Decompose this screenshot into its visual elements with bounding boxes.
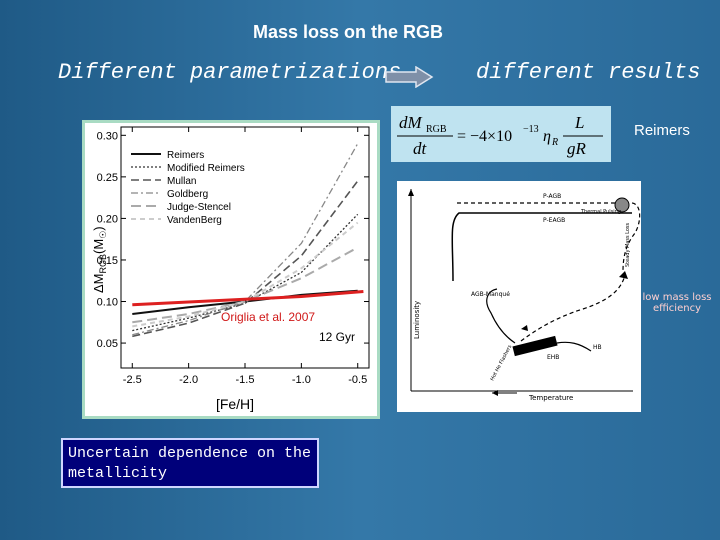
formula-lhs-subscript: RGB <box>426 124 447 135</box>
formula-eta: η <box>543 128 551 145</box>
legend-entry: Goldberg <box>167 189 208 200</box>
reimers-label: Reimers <box>634 122 690 139</box>
reimers-formula: dM RGB dt = −4×10 −13 η R L gR <box>391 106 611 162</box>
x-tick-label: -1.5 <box>236 374 255 386</box>
label-p-agb: P-AGB <box>543 193 561 200</box>
p-eagb-track <box>451 212 632 282</box>
formula-lhs-numerator: dM <box>399 113 423 132</box>
series-line-modified-reimers <box>132 213 359 332</box>
formula-exponent: −13 <box>523 124 539 135</box>
legend-entry: Mullan <box>167 176 196 187</box>
label-steady-mass-loss: Steady Mass Loss <box>625 222 631 267</box>
series-line-judge-stencel <box>132 246 359 324</box>
label-thermal-pulsing: Thermal Pulsing <box>580 209 621 215</box>
mass-loss-plot: 0.30 0.25 0.20 0.15 0.10 0.05 -2.5 -2.0 -1.5 -1.0… <box>82 120 380 419</box>
legend-entry: Judge-Stencel <box>167 202 231 213</box>
y-axis-label: ΔMRGB(M☉) <box>91 226 108 293</box>
plot-legend: Reimers Modified Reimers Mullan Goldberg Jud… <box>131 150 245 226</box>
x-tick-label: -2.5 <box>123 374 142 386</box>
origlia-citation: Origlia et al. 2007 <box>221 310 315 324</box>
metallicity-note: Uncertain dependence on the metallicity <box>61 438 319 488</box>
label-hot-he-flashers: Hot He Flashers <box>489 344 513 382</box>
formula-rhs-numerator: L <box>574 113 584 132</box>
formula-eta-subscript: R <box>551 137 558 148</box>
x-tick-label: -2.0 <box>179 374 198 386</box>
x-tick-label: -1.0 <box>292 374 311 386</box>
y-tick-label: 0.30 <box>97 130 118 142</box>
age-label: 12 Gyr <box>319 330 355 344</box>
intermediate-mass-loss-label: intermediate mass loss efficiency <box>550 267 616 300</box>
y-tick-label: 0.05 <box>97 338 118 350</box>
formula-lhs-denominator: dt <box>413 139 428 158</box>
x-axis-label: [Fe/H] <box>216 396 254 412</box>
legend-entry: Modified Reimers <box>167 163 245 174</box>
hr-diagram: Luminosity Temperature P-AGB P-EAGB Ther… <box>397 181 641 412</box>
series-line-origlia-et-al-2007 <box>132 290 364 307</box>
slide-title: Mass loss on the RGB <box>252 22 444 42</box>
formula-equals: = −4×10 <box>457 128 512 145</box>
y-tick-label: 0.25 <box>97 172 118 184</box>
legend-entry: Reimers <box>167 150 204 161</box>
series-line-goldberg <box>132 143 359 336</box>
temperature-label: Temperature <box>528 394 573 402</box>
right-heading: different results <box>476 60 701 85</box>
luminosity-label: Luminosity <box>413 301 421 339</box>
label-ehb: EHB <box>547 354 559 361</box>
x-tick-label: -0.5 <box>348 374 367 386</box>
ehb-bar <box>512 335 558 357</box>
label-p-eagb: P-EAGB <box>543 217 565 224</box>
y-tick-label: 0.10 <box>97 297 118 309</box>
thermal-pulse-blob <box>614 197 630 213</box>
low-mass-loss-label: low mass loss efficiency <box>642 292 712 314</box>
p-agb-track <box>457 202 641 272</box>
right-arrow-icon <box>384 65 434 89</box>
series-line-vandenberg <box>132 221 359 328</box>
formula-rhs-denominator: gR <box>567 139 587 158</box>
label-agb-manque: AGB-Manqué <box>471 291 510 298</box>
agb-manque-track <box>486 288 516 344</box>
series-line-mullan <box>132 180 359 338</box>
y-tick-label: 0.20 <box>97 213 118 225</box>
legend-entry: VandenBerg <box>167 215 222 226</box>
left-heading: Different parametrizations <box>58 60 402 85</box>
y-tick-label: 0.15 <box>97 255 118 267</box>
label-hb: HB <box>593 344 602 351</box>
high-mass-loss-label: high mass loss efficiency <box>453 244 527 266</box>
